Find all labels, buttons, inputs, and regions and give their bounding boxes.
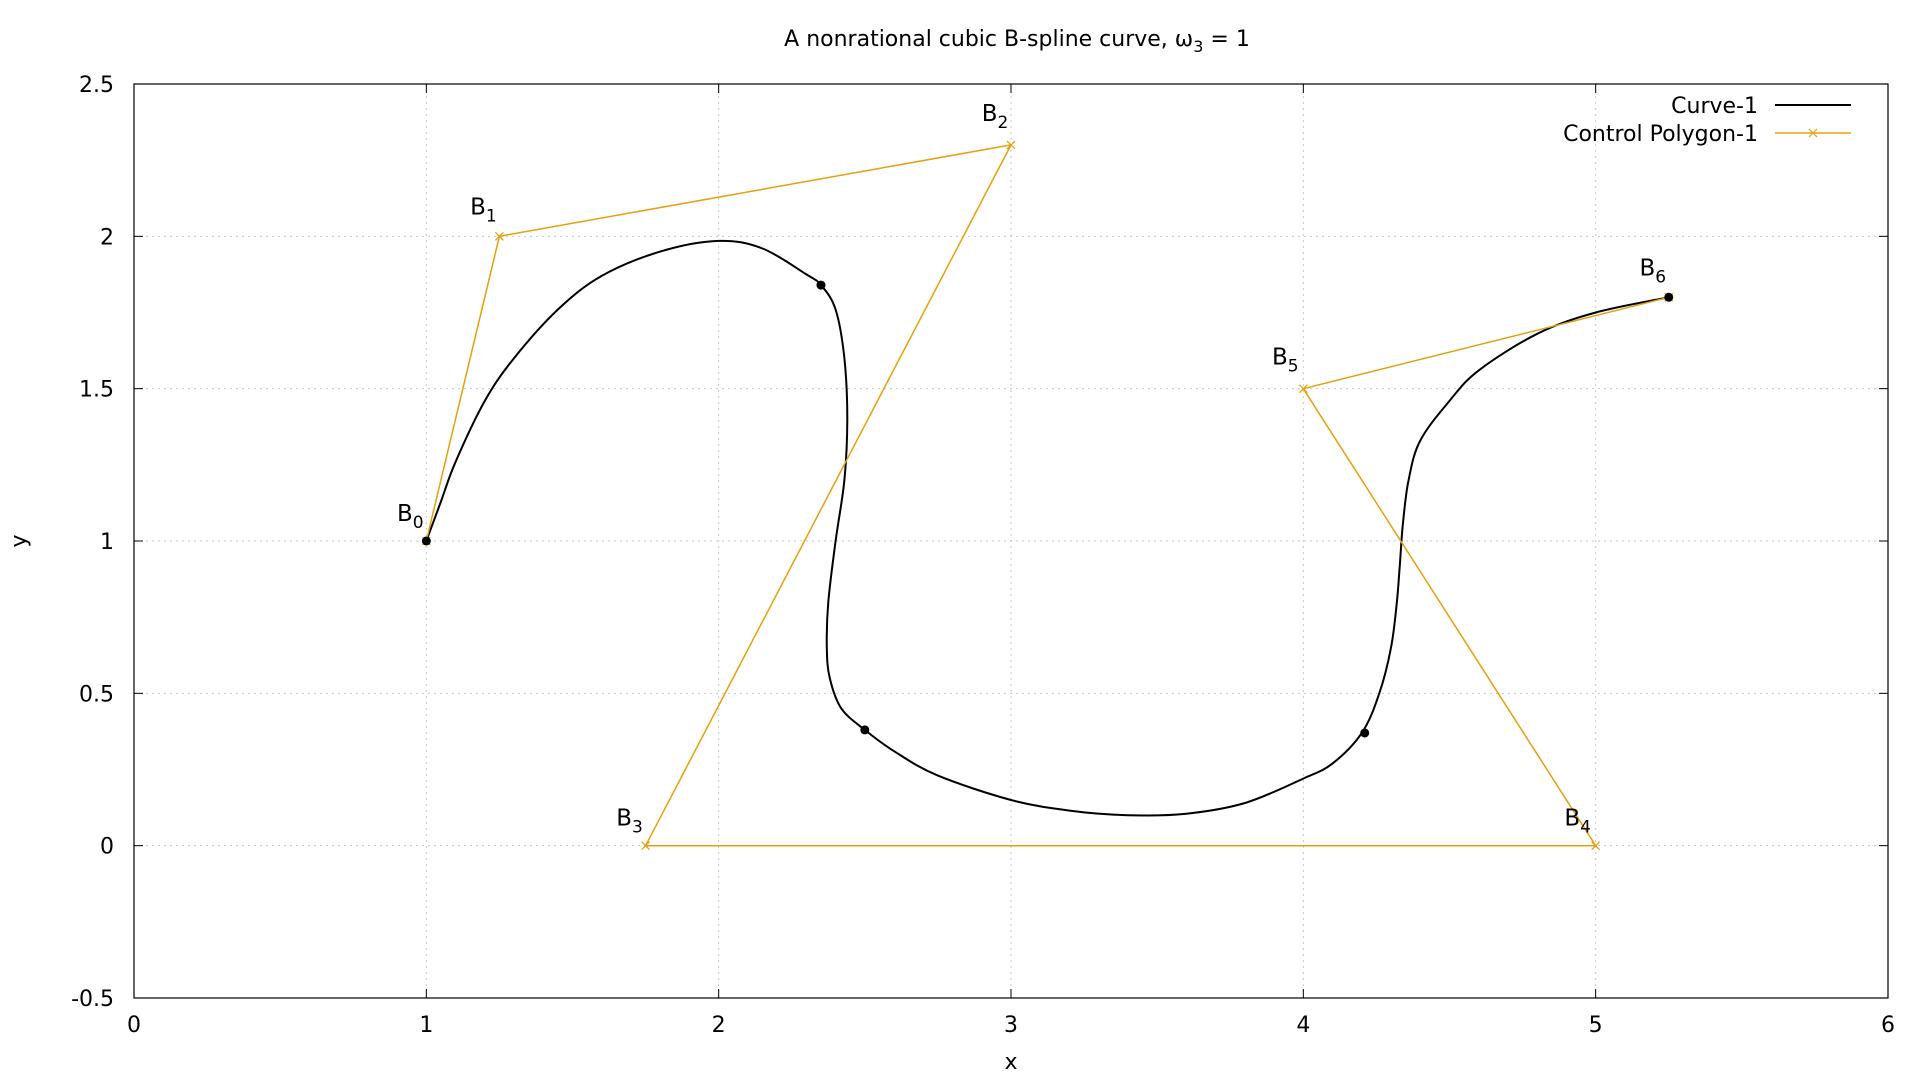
x-tick-label: 5 <box>1589 1013 1603 1038</box>
x-tick-label: 3 <box>1004 1013 1018 1038</box>
control-point-label-base: B <box>1272 345 1288 371</box>
x-tick-label: 6 <box>1881 1013 1895 1038</box>
chart-title-subscript: 3 <box>1193 37 1203 56</box>
series <box>421 140 1674 851</box>
chart-title-suffix: = 1 <box>1203 27 1249 52</box>
control-polygon-line <box>425 144 1669 847</box>
y-tick-label: 1 <box>100 530 114 555</box>
y-tick-label: 2.5 <box>79 73 114 98</box>
knot-point <box>1664 292 1674 302</box>
axis-ticks: 0 1 2 3 4 5 6 -0.5 0 0.5 1 1.5 2 2.5 <box>71 73 1895 1038</box>
control-point-label: B6 <box>1639 255 1666 287</box>
control-point-label-sub: 4 <box>1580 818 1591 838</box>
y-tick-label: 0.5 <box>79 682 114 707</box>
control-point-marker <box>1591 841 1601 851</box>
control-point-marker <box>1006 140 1016 150</box>
grid <box>134 84 1888 998</box>
control-point-label-base: B <box>616 806 632 832</box>
x-tick-label: 0 <box>127 1013 141 1038</box>
control-point-label: B1 <box>470 194 497 226</box>
control-point-label-sub: 2 <box>997 113 1008 133</box>
control-point-label: B0 <box>397 501 424 533</box>
control-point-label-sub: 0 <box>413 513 424 533</box>
x-tick-label: 2 <box>712 1013 726 1038</box>
knot-point <box>816 280 826 290</box>
legend-label-curve: Curve-1 <box>1671 94 1758 119</box>
knot-point <box>860 725 870 735</box>
control-point-label-base: B <box>982 101 998 127</box>
control-point-label-sub: 5 <box>1288 357 1299 377</box>
control-point-label-sub: 6 <box>1655 267 1666 287</box>
control-point-label: B2 <box>982 101 1009 133</box>
control-point-label-sub: 1 <box>486 206 497 226</box>
x-tick-label: 1 <box>419 1013 433 1038</box>
y-tick-label: 0 <box>100 835 114 860</box>
control-point-label-base: B <box>470 194 486 220</box>
x-axis-title: x <box>1004 1050 1017 1075</box>
knot-point <box>421 536 431 546</box>
control-point-label: B4 <box>1564 806 1591 838</box>
legend-label-control-polygon: Control Polygon-1 <box>1563 122 1758 147</box>
control-point-label-base: B <box>1564 806 1580 832</box>
legend-marker-control-polygon <box>1808 128 1818 138</box>
chart-title: A nonrational cubic B-spline curve, ω3 =… <box>784 27 1250 56</box>
control-point-marker <box>641 841 651 851</box>
y-axis-title: y <box>7 534 32 547</box>
control-point-label-base: B <box>1639 255 1655 281</box>
legend: Curve-1 Control Polygon-1 <box>1563 94 1851 147</box>
y-tick-label: -0.5 <box>71 987 114 1012</box>
chart-title-prefix: A nonrational cubic B-spline curve, <box>784 27 1175 52</box>
b-spline-curve <box>425 239 1670 817</box>
control-point-marker <box>1298 384 1308 394</box>
knot-point <box>1360 728 1370 738</box>
chart-title-symbol: ω <box>1175 27 1193 52</box>
x-tick-label: 4 <box>1296 1013 1310 1038</box>
y-tick-label: 2 <box>100 225 114 250</box>
control-point-marker <box>494 231 504 241</box>
control-point-label: B5 <box>1272 345 1299 377</box>
control-point-label-base: B <box>397 501 413 527</box>
y-tick-label: 1.5 <box>79 378 114 403</box>
control-point-label-sub: 3 <box>632 818 643 838</box>
control-point-label: B3 <box>616 806 643 838</box>
